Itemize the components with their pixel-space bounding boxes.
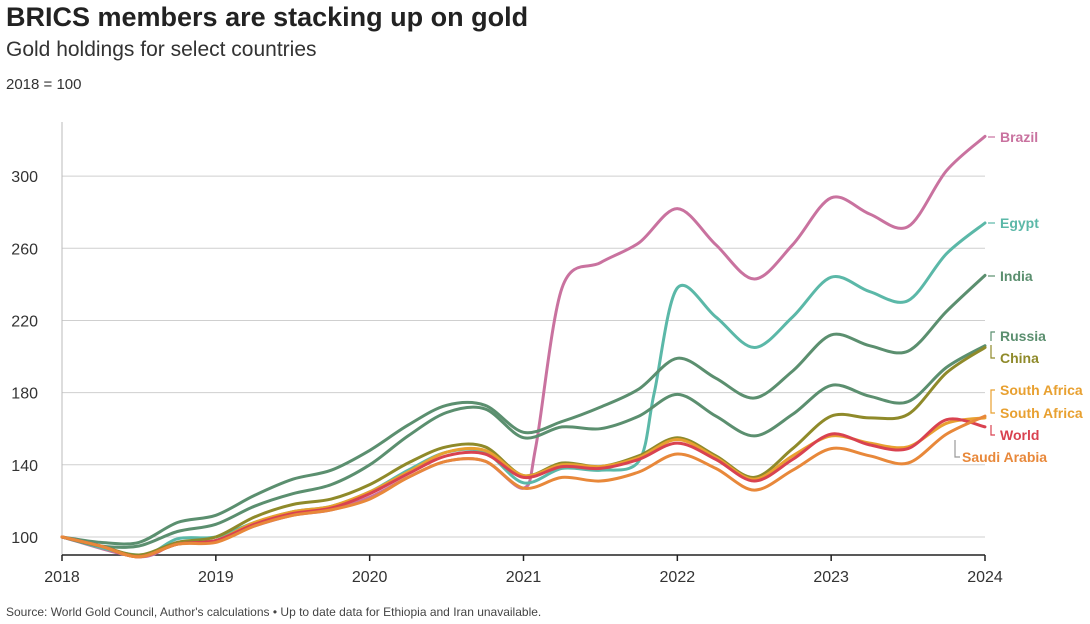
end-label: Egypt — [1000, 215, 1039, 231]
series-line-china — [60, 346, 987, 557]
end-label: China — [1000, 350, 1039, 366]
y-tick-label: 260 — [11, 241, 38, 258]
y-tick-label: 220 — [11, 313, 38, 330]
end-label: Brazil — [1000, 129, 1038, 145]
y-tick-label: 180 — [11, 386, 38, 403]
chart-title: BRICS members are stacking up on gold — [6, 2, 529, 32]
end-label: Russia — [1000, 328, 1046, 344]
y-tick-label: 300 — [11, 169, 38, 186]
x-tick-label: 2023 — [813, 569, 849, 586]
axes: 100 140 180 220 260 300 2018 2019 2020 2021 2022 20… — [11, 122, 1003, 586]
chart-subtitle: Gold holdings for select countries — [6, 38, 317, 61]
label-leader — [990, 389, 995, 414]
series-line-saudi-arabia — [60, 414, 987, 559]
label-leader — [954, 440, 960, 458]
end-label: South Africa — [1000, 405, 1083, 421]
series-line-india — [60, 273, 987, 546]
unit-note: 2018 = 100 — [6, 76, 82, 93]
series-lines — [60, 134, 987, 559]
x-tick-label: 2020 — [352, 569, 388, 586]
y-tick-label: 100 — [11, 530, 38, 547]
x-tick-label: 2021 — [506, 569, 542, 586]
x-tick-label: 2019 — [198, 569, 234, 586]
series-line-russia — [60, 344, 987, 549]
series-line-brazil — [60, 134, 987, 559]
end-label: India — [1000, 268, 1033, 284]
label-leader — [990, 331, 995, 341]
label-leader — [990, 345, 995, 359]
label-leader — [990, 425, 995, 436]
end-label: South Africa — [1000, 382, 1083, 398]
series-line-egypt — [60, 221, 987, 557]
y-tick-label: 140 — [11, 458, 38, 475]
x-tick-label: 2022 — [660, 569, 696, 586]
x-tick-label: 2018 — [44, 569, 80, 586]
end-label: Saudi Arabia — [962, 449, 1047, 465]
source-note: Source: World Gold Council, Author's cal… — [6, 605, 542, 619]
line-chart: 100 140 180 220 260 300 2018 2019 2020 2021 2022 20… — [11, 122, 1083, 586]
x-tick-label: 2024 — [967, 569, 1003, 586]
series-line-world — [60, 417, 987, 559]
end-label: World — [1000, 427, 1039, 443]
end-labels: Brazil Egypt India Russia China South Africa S… — [954, 129, 1083, 465]
